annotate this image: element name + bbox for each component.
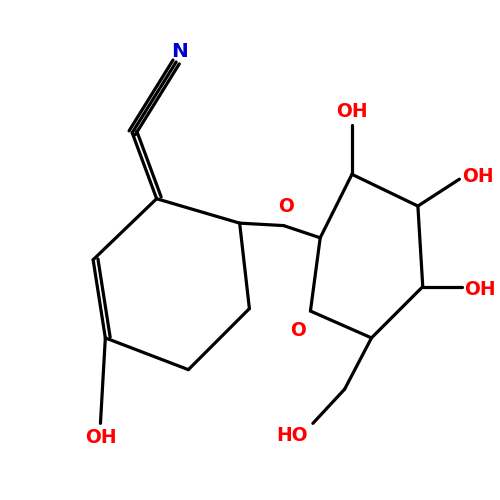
Text: OH: OH bbox=[462, 167, 494, 186]
Text: HO: HO bbox=[276, 426, 308, 445]
Text: OH: OH bbox=[336, 102, 368, 122]
Text: OH: OH bbox=[84, 428, 116, 446]
Text: OH: OH bbox=[464, 280, 496, 298]
Text: O: O bbox=[290, 321, 306, 340]
Text: N: N bbox=[172, 42, 188, 60]
Text: O: O bbox=[278, 196, 294, 216]
